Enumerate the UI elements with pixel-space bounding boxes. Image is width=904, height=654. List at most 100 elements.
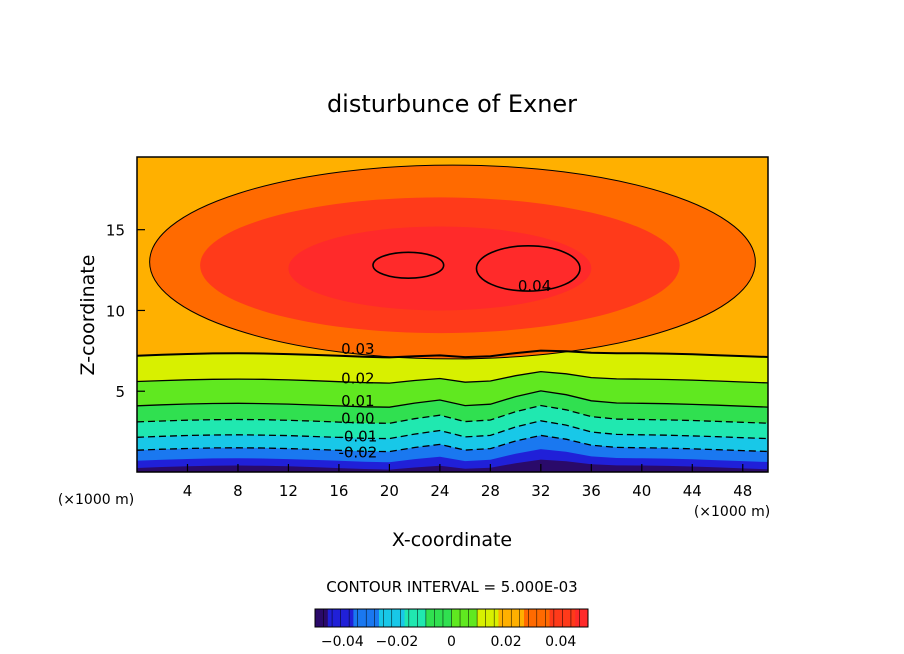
colorbar-cell <box>408 609 414 627</box>
contour-label: 0.00 <box>341 410 374 428</box>
colorbar-tick-label: 0 <box>447 634 456 650</box>
colorbar-cell <box>532 609 538 627</box>
colorbar-cell <box>566 609 572 627</box>
contour-label: 0.04 <box>518 277 551 295</box>
colorbar-tick-labels: −0.04 −0.02 0 0.02 0.04 <box>321 634 577 650</box>
contour-band <box>137 459 768 472</box>
colorbar-cell <box>425 609 431 627</box>
contour-line <box>137 434 768 453</box>
colorbar-cell <box>481 609 487 627</box>
colorbar-cell <box>511 609 516 627</box>
contour-lines <box>137 164 768 453</box>
contour-line <box>137 349 768 359</box>
colorbar-cell <box>575 609 580 627</box>
colorbar-cell <box>553 609 559 627</box>
colorbar-cell <box>519 609 525 627</box>
contour-line-closed <box>372 251 445 279</box>
x-tick-label: 24 <box>430 482 449 500</box>
x-tick-label: 20 <box>380 482 399 500</box>
plot-frame <box>136 156 769 473</box>
contour-line <box>137 420 768 440</box>
x-tick-label: 4 <box>183 482 193 500</box>
colorbar-cell <box>541 609 546 627</box>
colorbar-cell <box>434 609 440 627</box>
colorbar-cell <box>447 609 452 627</box>
colorbar-cell <box>506 609 512 627</box>
colorbar-cell <box>570 609 576 627</box>
contour-fill-bands <box>137 165 768 472</box>
colorbar-tick-label: −0.04 <box>321 634 364 650</box>
colorbar-cell <box>464 609 470 627</box>
colorbar-cell <box>357 609 363 627</box>
x-tick-label: 40 <box>632 482 651 500</box>
colorbar-cell <box>340 609 346 627</box>
colorbar-cell <box>332 609 337 627</box>
colorbar <box>314 608 589 628</box>
colorbar-cell <box>336 609 342 627</box>
colorbar-cell <box>460 609 465 627</box>
colorbar-cell <box>515 609 521 627</box>
colorbar-cell <box>387 609 393 627</box>
colorbar-cell <box>498 609 504 627</box>
colorbar-cell <box>378 609 384 627</box>
colorbar-cell <box>494 609 499 627</box>
colorbar-cell <box>349 609 354 627</box>
x-tick-label: 48 <box>733 482 752 500</box>
contour-line <box>137 404 768 424</box>
colorbar-cell <box>579 609 585 627</box>
colorbar-cell <box>366 609 371 627</box>
x-tick-label: 8 <box>233 482 243 500</box>
x-axis-label: X-coordinate <box>392 529 512 551</box>
colorbar-cell <box>536 609 542 627</box>
colorbar-cell <box>477 609 482 627</box>
colorbar-cell <box>502 609 508 627</box>
y-axis-label: Z-coordinate <box>77 255 99 376</box>
contour-line <box>149 164 756 360</box>
y-tick-label: 5 <box>115 383 125 401</box>
colorbar-cell <box>528 609 534 627</box>
colorbar-cell <box>374 609 380 627</box>
colorbar-tick-label: 0.02 <box>491 634 522 650</box>
x-tick-label: 16 <box>329 482 348 500</box>
x-tick-label: 36 <box>582 482 601 500</box>
colorbar-cell <box>558 609 563 627</box>
contour-label: 0.01 <box>341 392 374 410</box>
x-tick-label: 32 <box>531 482 550 500</box>
colorbar-cell <box>353 609 359 627</box>
x-unit-label: (×1000 m) <box>58 492 134 508</box>
colorbar-cell <box>323 609 329 627</box>
colorbar-cell <box>344 609 350 627</box>
colorbar-cell <box>442 609 448 627</box>
x-tick-label: 28 <box>481 482 500 500</box>
plot-area: 0.04 0.03 0.02 0.010.00-0.01-0.02 <box>137 157 768 472</box>
contour-label: 0.02 <box>341 369 374 387</box>
colorbar-tick-label: 0.04 <box>545 634 576 650</box>
colorbar-cell <box>319 609 325 627</box>
colorbar-cell <box>417 609 423 627</box>
colorbar-cell <box>404 609 410 627</box>
colorbar-cell <box>400 609 406 627</box>
colorbar-cell <box>315 609 320 627</box>
colorbar-cell <box>489 609 495 627</box>
colorbar-cell <box>430 609 435 627</box>
colorbar-cell <box>421 609 427 627</box>
colorbar-cell <box>370 609 376 627</box>
colorbar-cell <box>391 609 397 627</box>
colorbar-cell <box>468 609 474 627</box>
contour-line <box>137 390 768 408</box>
x-axis-ticks: 4 8 12 16 20 24 28 32 36 40 44 48 <box>183 464 752 500</box>
colorbar-cell <box>327 609 333 627</box>
colorbar-cell <box>451 609 457 627</box>
colorbar-tick-label: −0.02 <box>375 634 418 650</box>
colorbar-cell <box>413 609 418 627</box>
colorbar-cell <box>396 609 401 627</box>
contour-labels: 0.04 0.03 0.02 0.010.00-0.01-0.02 <box>338 277 551 461</box>
colorbar-cell <box>472 609 478 627</box>
colorbar-cell <box>549 609 555 627</box>
contour-line-closed <box>475 245 581 292</box>
colorbar-cell <box>455 609 461 627</box>
contour-label: -0.02 <box>338 444 377 462</box>
chart-title: disturbunce of Exner <box>327 90 577 118</box>
colorbar-cell <box>583 609 589 627</box>
